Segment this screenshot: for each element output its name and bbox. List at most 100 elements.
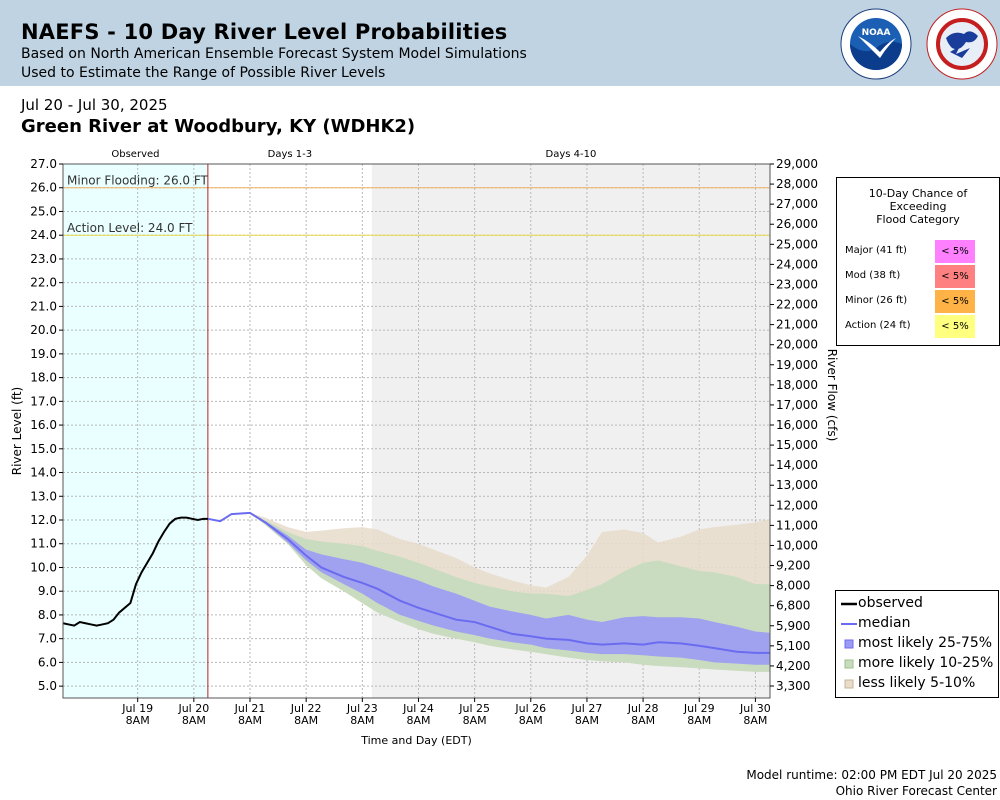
- y2-tick-label: 22,000: [776, 298, 818, 312]
- national-weather-service-logo: [926, 8, 998, 80]
- band-10-25-swatch: [844, 659, 854, 669]
- x-tick-label: Jul 20: [177, 702, 209, 715]
- region-days-1-3: [207, 164, 372, 698]
- y-tick-label: 5.0: [38, 679, 57, 693]
- x-tick-label: 8AM: [350, 714, 374, 727]
- y2-tick-label: 17,000: [776, 398, 818, 412]
- y-tick-label: 15.0: [30, 442, 57, 456]
- page-title: NAEFS - 10 Day River Level Probabilities: [21, 20, 508, 44]
- region-label: Days 4-10: [546, 149, 597, 160]
- threshold-label: Action Level: 24.0 FT: [67, 221, 193, 235]
- legend-observed: observed: [858, 595, 923, 611]
- y2-tick-label: 16,000: [776, 418, 818, 432]
- x-tick-label: Jul 28: [627, 702, 659, 715]
- y-tick-label: 9.0: [38, 584, 57, 598]
- y2-tick-label: 18,000: [776, 378, 818, 392]
- x-tick-label: 8AM: [519, 714, 543, 727]
- y2-tick-label: 19,000: [776, 358, 818, 372]
- y-tick-label: 20.0: [30, 323, 57, 337]
- x-tick-label: Jul 27: [571, 702, 603, 715]
- y-tick-label: 26.0: [30, 181, 57, 195]
- x-tick-label: 8AM: [182, 714, 206, 727]
- region-observed: [63, 164, 208, 698]
- y-tick-label: 10.0: [30, 560, 57, 574]
- y-tick-label: 16.0: [30, 418, 57, 432]
- y-tick-label: 12.0: [30, 513, 57, 527]
- x-axis-title: Time and Day (EDT): [360, 734, 472, 747]
- svg-text:NOAA: NOAA: [862, 28, 891, 38]
- y2-tick-label: 21,000: [776, 318, 818, 332]
- y2-tick-label: 14,000: [776, 458, 818, 472]
- subtitle-line-2: Used to Estimate the Range of Possible R…: [21, 65, 386, 81]
- y2-tick-label: 8,000: [776, 579, 810, 593]
- y2-tick-label: 27,000: [776, 197, 818, 211]
- legend-band-5-10: less likely 5-10%: [858, 675, 976, 691]
- x-tick-label: 8AM: [575, 714, 599, 727]
- x-tick-label: 8AM: [126, 714, 150, 727]
- threshold-label: Minor Flooding: 26.0 FT: [67, 174, 209, 188]
- y2-tick-label: 13,000: [776, 478, 818, 492]
- flood-row-value: < 5%: [935, 265, 975, 288]
- y2-tick-label: 10,000: [776, 538, 818, 552]
- y2-tick-label: 25,000: [776, 237, 818, 251]
- y2-tick-label: 5,100: [776, 639, 810, 653]
- x-tick-label: Jul 22: [290, 702, 322, 715]
- y2-tick-label: 5,900: [776, 619, 810, 633]
- region-label: Days 1-3: [268, 149, 312, 160]
- y2-tick-label: 23,000: [776, 277, 818, 291]
- y2-tick-label: 6,800: [776, 599, 810, 613]
- flood-table-title: 10-Day Chance of Exceeding Flood Categor…: [837, 187, 999, 226]
- flood-row-value: < 5%: [935, 290, 975, 313]
- y2-tick-label: 12,000: [776, 498, 818, 512]
- model-runtime: Model runtime: 02:00 PM EDT Jul 20 2025: [746, 768, 997, 782]
- series-legend: observed median most likely 25-75% more …: [835, 590, 999, 698]
- date-range: Jul 20 - Jul 30, 2025: [21, 96, 168, 114]
- y-tick-label: 8.0: [38, 608, 57, 622]
- y-axis-title: River Level (ft): [10, 387, 24, 475]
- y-tick-label: 6.0: [38, 655, 57, 669]
- band-25-75-swatch: [844, 639, 854, 649]
- y-tick-label: 21.0: [30, 299, 57, 313]
- y-tick-label: 27.0: [30, 157, 57, 171]
- x-tick-label: 8AM: [687, 714, 711, 727]
- flood-table-title-line: 10-Day Chance of: [868, 187, 968, 200]
- flood-category-table: 10-Day Chance of Exceeding Flood Categor…: [836, 177, 1000, 346]
- flood-row-value: < 5%: [935, 315, 975, 338]
- y-tick-label: 23.0: [30, 252, 57, 266]
- y2-tick-label: 28,000: [776, 177, 818, 191]
- y-tick-label: 25.0: [30, 204, 57, 218]
- median-line-marker: [841, 623, 857, 625]
- flood-table-title-line: Flood Category: [876, 213, 960, 226]
- observed-line: [62, 516, 208, 627]
- y2-tick-label: 26,000: [776, 217, 818, 231]
- y-tick-label: 18.0: [30, 371, 57, 385]
- y-tick-label: 17.0: [30, 394, 57, 408]
- y-tick-label: 19.0: [30, 347, 57, 361]
- observed-line-marker: [841, 602, 857, 606]
- legend-median: median: [858, 615, 911, 631]
- y-tick-label: 24.0: [30, 228, 57, 242]
- x-tick-label: 8AM: [463, 714, 487, 727]
- y2-tick-label: 24,000: [776, 257, 818, 271]
- y2-tick-label: 15,000: [776, 438, 818, 452]
- y2-axis-title: River Flow (cfs): [825, 349, 839, 442]
- x-tick-label: Jul 19: [121, 702, 153, 715]
- x-tick-label: 8AM: [406, 714, 430, 727]
- band-5-10-swatch: [844, 679, 854, 689]
- y2-tick-label: 9,200: [776, 559, 810, 573]
- x-tick-label: Jul 24: [402, 702, 434, 715]
- y-tick-label: 11.0: [30, 537, 57, 551]
- x-tick-label: Jul 26: [514, 702, 546, 715]
- y-tick-label: 13.0: [30, 489, 57, 503]
- y-tick-label: 22.0: [30, 276, 57, 290]
- x-tick-label: Jul 23: [346, 702, 378, 715]
- x-tick-label: 8AM: [294, 714, 318, 727]
- flood-row-value: < 5%: [935, 240, 975, 263]
- flood-row-label: Minor (26 ft): [845, 295, 908, 306]
- plot-frame: [62, 163, 771, 699]
- median-line: [207, 511, 770, 654]
- y-tick-label: 7.0: [38, 632, 57, 646]
- band-25-75: [207, 512, 770, 665]
- y2-tick-label: 4,200: [776, 659, 810, 673]
